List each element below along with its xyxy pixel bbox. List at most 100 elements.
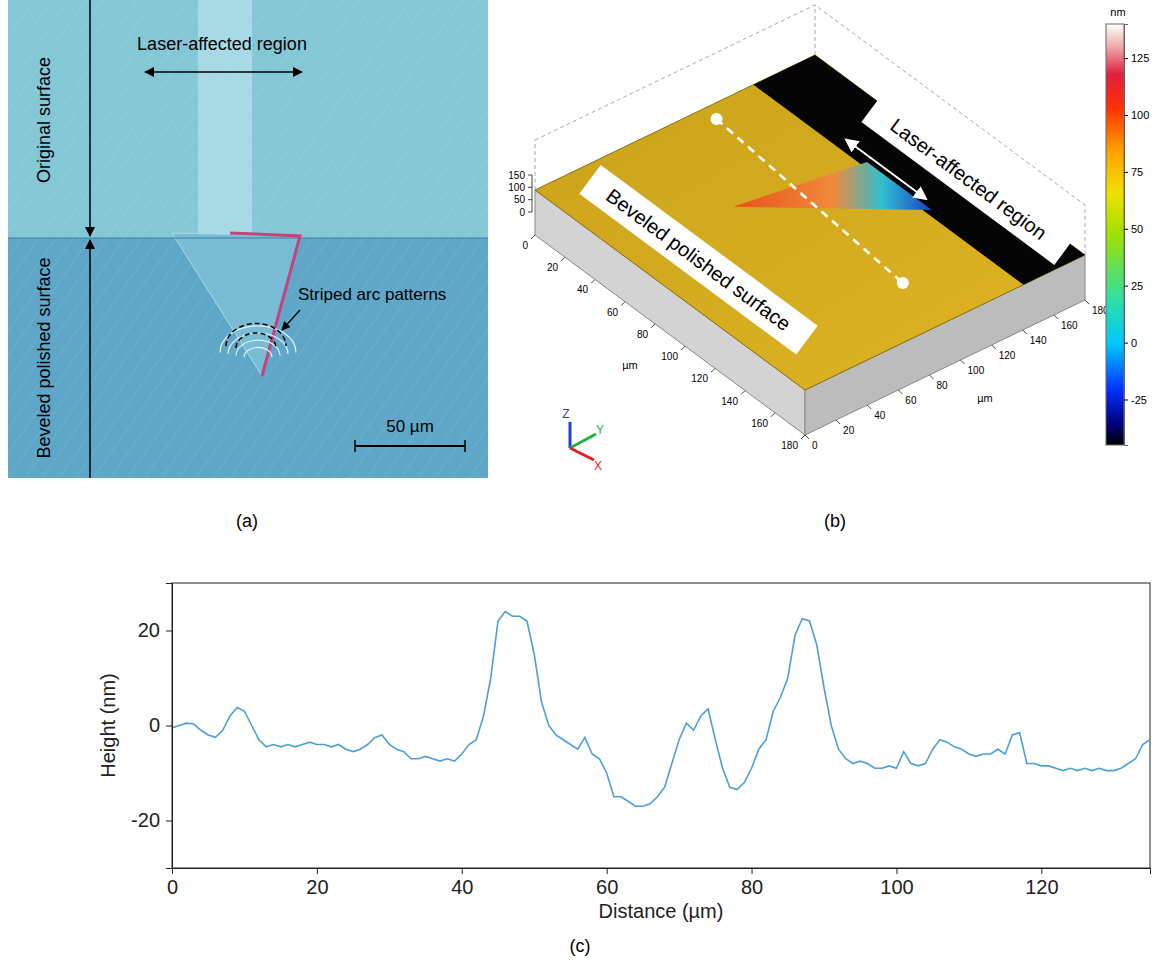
label: Beveled polished surface	[34, 257, 54, 458]
tick	[651, 324, 655, 328]
tick: 50	[1124, 223, 1143, 235]
tick: 0	[1124, 337, 1137, 349]
label: 50 µm	[386, 417, 434, 436]
tick: 100	[1124, 109, 1149, 121]
tick-mark	[166, 631, 172, 632]
label: 160	[1061, 320, 1078, 331]
tick: 120	[1025, 868, 1058, 898]
colorbar-axis: 1251007550250-25	[1124, 25, 1149, 446]
tick: 40	[451, 868, 473, 898]
tick	[561, 257, 565, 261]
axis-line	[166, 584, 173, 869]
label: 150	[508, 170, 525, 181]
label: (a)	[236, 511, 258, 531]
tick-mark	[1124, 172, 1128, 173]
crater	[733, 162, 932, 210]
label-background	[861, 93, 1075, 265]
label: 80	[936, 380, 948, 391]
tick	[528, 187, 532, 188]
tick	[681, 346, 685, 350]
tick-mark	[462, 868, 463, 874]
tick	[801, 435, 805, 439]
series-line	[172, 612, 1150, 807]
tick	[1085, 300, 1089, 304]
label: 120	[999, 350, 1016, 361]
label: Laser-affected region	[886, 114, 1051, 244]
label: 0	[812, 440, 818, 451]
tick-label: -20	[131, 809, 160, 831]
tick	[929, 375, 933, 379]
plot-frame	[172, 583, 1150, 868]
arrow	[89, 0, 91, 236]
label: (c)	[570, 936, 591, 956]
tick-label: 120	[1025, 876, 1058, 898]
tick-label: 0	[149, 714, 160, 736]
z-axis-line	[532, 175, 533, 212]
tick	[898, 390, 902, 394]
tick: 80	[741, 868, 763, 898]
profile-end	[711, 113, 723, 125]
label-background	[579, 165, 817, 355]
tick: 75	[1124, 166, 1143, 178]
tick: 100	[880, 868, 913, 898]
tick	[1023, 330, 1027, 334]
label: 160	[751, 418, 768, 429]
label: Original surface	[34, 57, 54, 183]
label: µm	[622, 359, 638, 371]
laser-region-surface	[753, 55, 1085, 285]
label: 120	[691, 373, 708, 384]
axis-indicator	[570, 448, 594, 460]
tick-label: 100	[880, 876, 913, 898]
tick	[621, 302, 625, 306]
tick: -20	[131, 809, 172, 831]
tick-mark	[1124, 343, 1128, 344]
label: 20	[843, 425, 855, 436]
axis-line	[173, 869, 1151, 875]
tick	[528, 212, 532, 213]
tick: 20	[138, 619, 172, 641]
back-wall	[535, 140, 536, 190]
scale-bar-end	[354, 440, 356, 452]
tick-mark	[752, 868, 753, 874]
label: 100	[661, 351, 678, 362]
tick-label: 50	[1131, 223, 1143, 235]
tick	[741, 391, 745, 395]
tick-label: 20	[138, 619, 160, 641]
tick	[805, 435, 809, 439]
tick	[531, 235, 535, 239]
tick: 0	[167, 868, 178, 898]
label: Laser-affected region	[137, 34, 307, 54]
label: 40	[577, 284, 589, 295]
label-box: Beveled polished surface	[579, 165, 817, 355]
tick-label: 0	[1131, 337, 1137, 349]
tick	[961, 360, 965, 364]
arc-outline	[236, 333, 276, 348]
label: X	[594, 459, 602, 473]
tick-label: 125	[1131, 52, 1149, 64]
profile-line	[717, 119, 903, 283]
tick: 60	[596, 868, 618, 898]
tick: 20	[306, 868, 328, 898]
tick-label: 40	[451, 876, 473, 898]
tick	[771, 413, 775, 417]
tick-label: -25	[1131, 394, 1147, 406]
tick-label: 0	[167, 876, 178, 898]
profile-end	[897, 277, 909, 289]
tick-mark	[896, 868, 897, 874]
label: 140	[1030, 335, 1047, 346]
tick-mark	[1124, 115, 1128, 116]
boundary	[8, 238, 488, 239]
panel-c: 020406080100120-20020Distance (µm)Height…	[97, 583, 1151, 956]
label: Z	[562, 407, 569, 421]
pointer	[282, 310, 300, 330]
label: µm	[977, 392, 993, 404]
tick-label: 75	[1131, 166, 1143, 178]
tick-mark	[1124, 58, 1128, 59]
tick-mark	[607, 868, 608, 874]
label: 0	[522, 240, 528, 251]
tick-mark	[1124, 399, 1128, 400]
colorbar	[1106, 24, 1124, 445]
tick-label: 60	[596, 876, 618, 898]
x-axis: 0 20 40 60 80 100 120	[167, 868, 1151, 898]
label: 140	[721, 396, 738, 407]
